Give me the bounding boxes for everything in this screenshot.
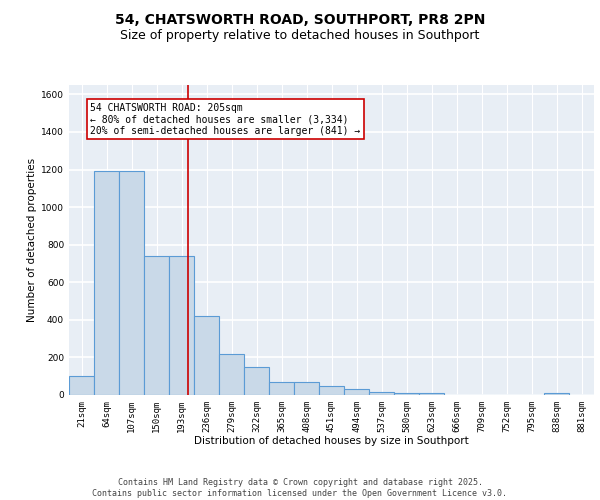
Text: 54 CHATSWORTH ROAD: 205sqm
← 80% of detached houses are smaller (3,334)
20% of s: 54 CHATSWORTH ROAD: 205sqm ← 80% of deta… (90, 103, 361, 136)
Bar (294, 382, 319, 395)
Bar (194, 316, 219, 395)
Bar (169, 256, 194, 395)
Text: Size of property relative to detached houses in Southport: Size of property relative to detached ho… (121, 29, 479, 42)
Bar (244, 367, 269, 395)
Bar (144, 256, 169, 395)
Bar (344, 390, 369, 395)
Bar (269, 382, 294, 395)
Bar (94, 172, 119, 395)
Text: 54, CHATSWORTH ROAD, SOUTHPORT, PR8 2PN: 54, CHATSWORTH ROAD, SOUTHPORT, PR8 2PN (115, 12, 485, 26)
Bar (369, 392, 394, 395)
Bar (394, 393, 419, 395)
Bar (319, 386, 344, 395)
Bar (419, 393, 444, 395)
Text: Contains HM Land Registry data © Crown copyright and database right 2025.
Contai: Contains HM Land Registry data © Crown c… (92, 478, 508, 498)
Bar (219, 354, 244, 395)
Bar (544, 393, 569, 395)
Bar (69, 376, 94, 395)
Bar (119, 172, 144, 395)
Y-axis label: Number of detached properties: Number of detached properties (27, 158, 37, 322)
X-axis label: Distribution of detached houses by size in Southport: Distribution of detached houses by size … (194, 436, 469, 446)
